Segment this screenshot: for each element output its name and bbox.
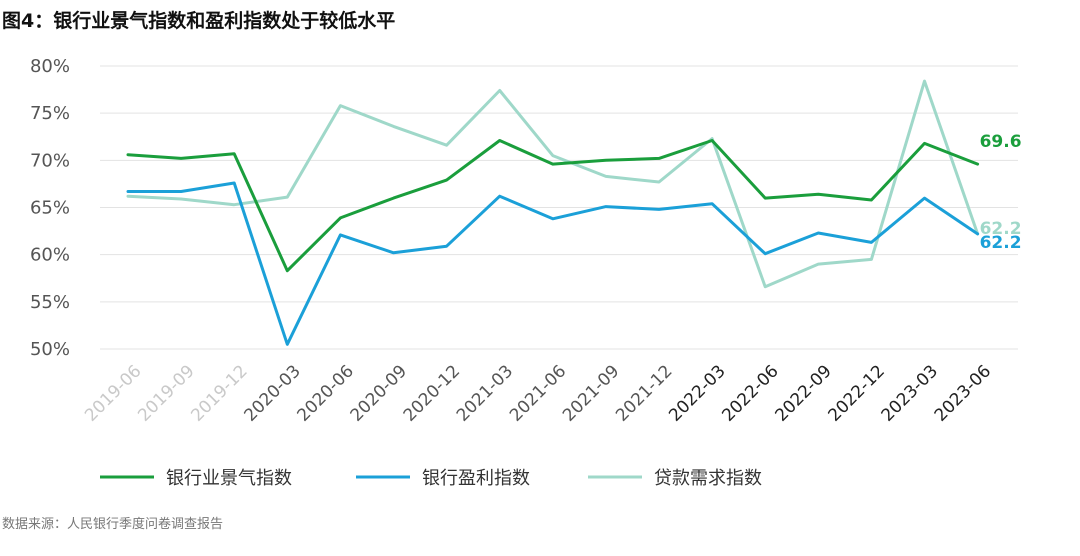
y-tick-label: 60% [30,245,70,266]
end-label-3: 62.2 [980,219,1022,239]
series-line-2 [126,181,980,346]
x-tick-label: 2023-03 [878,361,942,425]
x-tick-label: 2022-06 [718,361,782,425]
y-tick-label: 55% [30,292,70,313]
x-tick-label: 2022-12 [825,361,889,425]
x-tick-label: 2021-09 [559,361,623,425]
source-note: 数据来源：人民银行季度问卷调查报告 [2,517,224,532]
x-tick-label: 2019-12 [187,361,251,425]
x-tick-label: 2020-06 [294,361,358,425]
x-tick-label: 2021-06 [506,361,570,425]
x-tick-label: 2019-06 [81,361,145,425]
end-label-2: 62.2 [980,233,1022,253]
series-line-1 [126,139,980,273]
y-tick-label: 65% [30,198,70,219]
legend: 银行业景气指数 银行盈利指数 贷款需求指数 [100,468,762,489]
x-tick-label: 2022-03 [665,361,729,425]
x-tick-label: 2020-12 [400,361,464,425]
x-tick-label: 2023-06 [931,361,995,425]
grid-lines [100,65,1018,350]
y-tick-label: 50% [30,339,70,360]
x-tick-label: 2019-09 [134,361,198,425]
y-tick-label: 75% [30,103,70,124]
series-line-3 [126,79,980,289]
series-lines [126,79,980,346]
legend-label-2: 银行盈利指数 [422,468,530,489]
y-tick-label: 70% [30,150,70,171]
end-label-1: 69.6 [980,132,1022,152]
x-tick-label: 2021-03 [453,361,517,425]
legend-label-3: 贷款需求指数 [654,468,762,489]
x-tick-label: 2022-09 [771,361,835,425]
end-labels: 69.6 62.262.2 [980,132,1022,253]
y-tick-label: 80% [30,56,70,77]
x-axis: 2019-062019-092019-122020-032020-062020-… [81,361,995,425]
legend-label-1: 银行业景气指数 [166,468,292,489]
x-tick-label: 2020-03 [240,361,304,425]
y-axis: 80% 75% 70% 65% 60% 55% 50% [30,56,70,360]
chart-title: 图4：银行业景气指数和盈利指数处于较低水平 [2,10,396,32]
x-tick-label: 2021-12 [612,361,676,425]
x-tick-label: 2020-09 [347,361,411,425]
